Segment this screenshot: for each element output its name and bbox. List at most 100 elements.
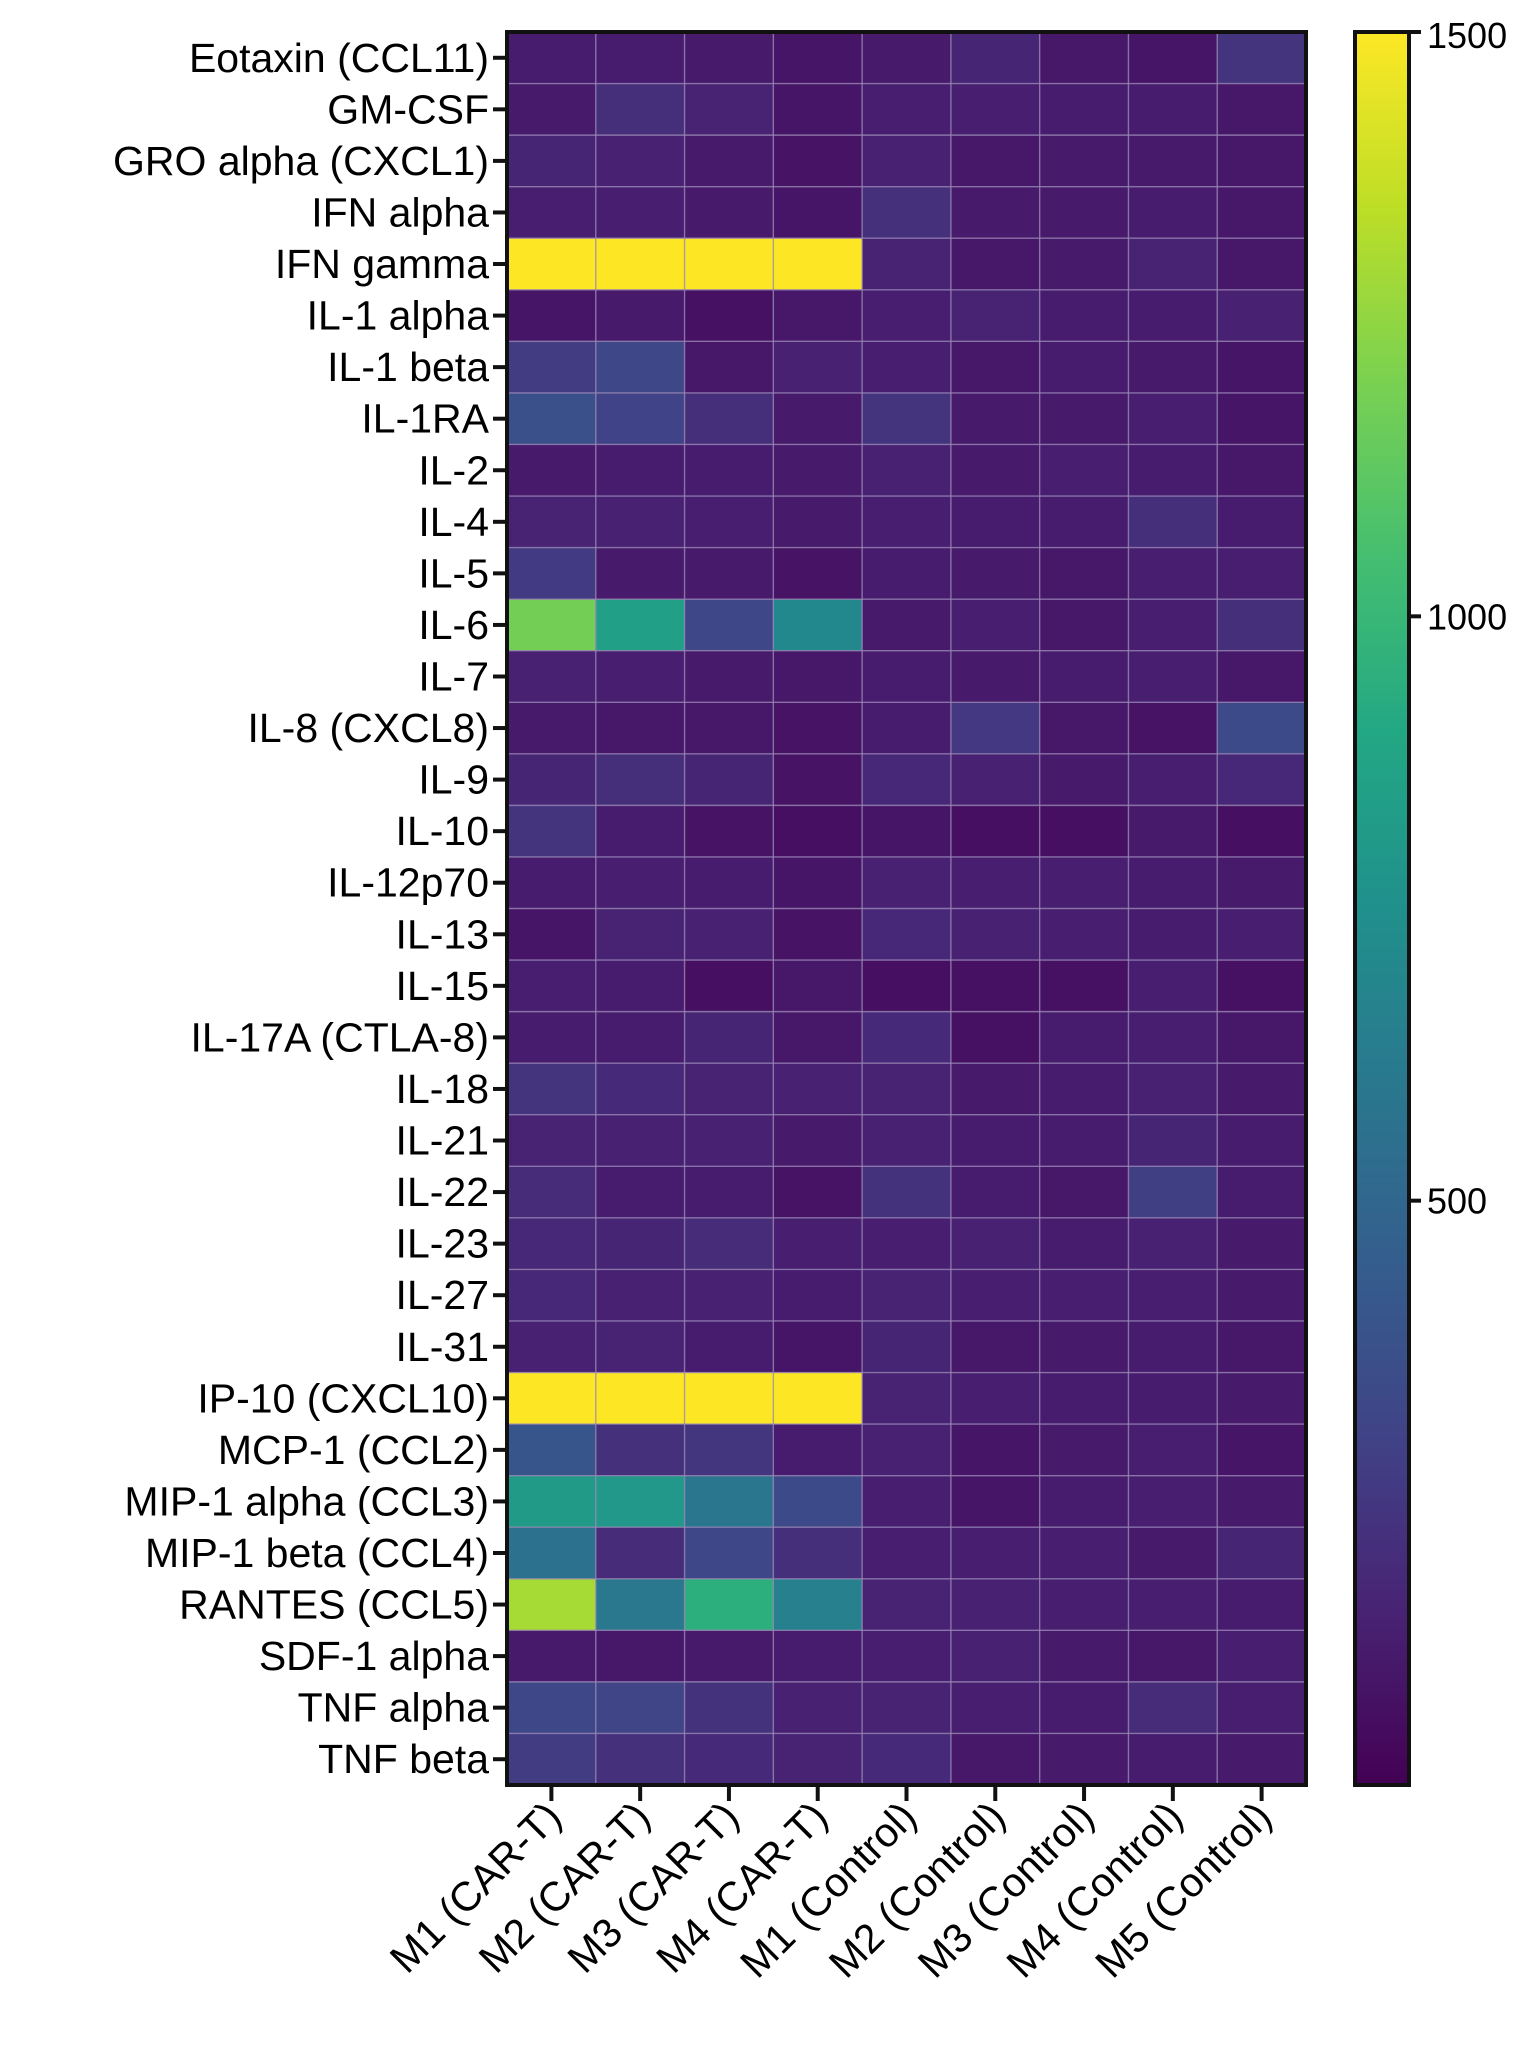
heatmap-cell	[1128, 650, 1218, 703]
heatmap-cell	[1039, 1475, 1130, 1528]
heatmap-cell	[1128, 1475, 1218, 1528]
row-label: IL-23	[396, 1221, 489, 1267]
heatmap-cell	[1128, 1681, 1218, 1735]
heatmap-cell	[1039, 753, 1130, 806]
heatmap-cell	[1128, 289, 1218, 342]
heatmap-cell	[950, 1630, 1041, 1683]
row-label: IL-13	[396, 911, 489, 957]
heatmap-cell	[595, 1011, 686, 1064]
heatmap-cell	[507, 1269, 597, 1322]
heatmap-cell	[1217, 496, 1307, 549]
heatmap-cell	[507, 32, 597, 85]
heatmap-cell	[1039, 1269, 1130, 1322]
heatmap-cell	[950, 753, 1041, 806]
row-label: IL-1 beta	[327, 344, 489, 390]
heatmap-cell	[1128, 1063, 1218, 1116]
heatmap-cell	[773, 83, 863, 136]
row-label: IL-22	[396, 1169, 489, 1215]
row-label: TNF beta	[318, 1736, 489, 1782]
heatmap-cell	[1217, 547, 1307, 600]
heatmap-cell	[1039, 805, 1130, 858]
heatmap-cell	[773, 753, 863, 806]
heatmap-cell	[507, 444, 597, 497]
heatmap-cell	[507, 1063, 597, 1116]
heatmap-cell	[507, 599, 597, 652]
heatmap-cell	[950, 1424, 1041, 1477]
heatmap-cell	[1217, 1320, 1307, 1374]
heatmap-cell	[773, 392, 863, 446]
heatmap-cell	[507, 238, 597, 291]
heatmap-cell	[950, 702, 1041, 755]
heatmap-cell	[1128, 1578, 1218, 1631]
row-label: IL-10	[396, 808, 489, 854]
heatmap-cell	[1128, 1114, 1218, 1167]
heatmap-cell	[773, 1630, 863, 1683]
heatmap-cell	[862, 1475, 952, 1528]
heatmap-cell	[1217, 341, 1307, 394]
heatmap-cell	[862, 1424, 952, 1477]
heatmap-cell	[1217, 1733, 1307, 1786]
heatmap-cell	[862, 1011, 952, 1064]
heatmap-cell	[595, 1630, 686, 1683]
heatmap-cell	[1217, 1424, 1307, 1477]
heatmap-cell	[773, 289, 863, 342]
row-label: IL-7	[418, 653, 489, 699]
heatmap-cell	[1128, 341, 1218, 394]
heatmap-cell	[950, 1733, 1041, 1786]
heatmap-cell	[862, 1372, 952, 1425]
heatmap-cell	[684, 444, 774, 497]
column-ticks	[549, 1785, 1264, 1801]
column-labels: M1 (CAR-T)M2 (CAR-T)M3 (CAR-T)M4 (CAR-T)…	[381, 1793, 1280, 1987]
heatmap-cell	[684, 908, 774, 961]
heatmap-cell	[507, 1475, 597, 1528]
heatmap-cell	[773, 32, 863, 85]
heatmap-cell	[684, 960, 774, 1013]
heatmap-cell	[950, 805, 1041, 858]
heatmap-cell	[507, 753, 597, 806]
row-label: MCP-1 (CCL2)	[218, 1427, 489, 1473]
heatmap-cell	[1217, 392, 1307, 446]
heatmap-cell	[773, 1475, 863, 1528]
heatmap-cell	[862, 83, 952, 136]
heatmap-cell	[1217, 960, 1307, 1013]
heatmap-cell	[862, 1527, 952, 1580]
heatmap-cell	[1128, 496, 1218, 549]
row-label: IFN alpha	[311, 189, 489, 235]
heatmap-cell	[1128, 1630, 1218, 1683]
heatmap-cell	[684, 856, 774, 910]
heatmap-cell	[773, 960, 863, 1013]
row-ticks	[493, 55, 507, 1762]
heatmap-cell	[950, 1578, 1041, 1631]
heatmap-cell	[950, 908, 1041, 961]
heatmap-cell	[1039, 1630, 1130, 1683]
heatmap-cell	[773, 1372, 863, 1425]
heatmap-cell	[773, 1320, 863, 1374]
heatmap-cell	[1039, 1733, 1130, 1786]
heatmap-cell	[1217, 702, 1307, 755]
heatmap-cell	[1217, 856, 1307, 910]
heatmap-cell	[773, 1578, 863, 1631]
heatmap-cell	[1128, 186, 1218, 239]
heatmap-cell	[1128, 1527, 1218, 1580]
row-label: IL-4	[418, 499, 489, 545]
heatmap-cell	[1217, 238, 1307, 291]
heatmap-cell	[950, 496, 1041, 549]
heatmap-cell	[1217, 1527, 1307, 1580]
row-label: IL-17A (CTLA-8)	[191, 1014, 490, 1060]
heatmap-cell	[1039, 650, 1130, 703]
heatmap-cell	[595, 444, 686, 497]
heatmap-cell	[1039, 1217, 1130, 1271]
heatmap-cell	[950, 444, 1041, 497]
heatmap-cell	[684, 1114, 774, 1167]
heatmap-cell	[1128, 1320, 1218, 1374]
heatmap-cell	[862, 1630, 952, 1683]
heatmap-cell	[595, 135, 686, 188]
heatmap-cell	[595, 1063, 686, 1116]
row-label: Eotaxin (CCL11)	[189, 35, 489, 81]
heatmap-cell	[684, 805, 774, 858]
heatmap-cell	[773, 599, 863, 652]
heatmap-cell	[862, 1114, 952, 1167]
heatmap-cell	[1128, 908, 1218, 961]
heatmap-cell	[862, 599, 952, 652]
heatmap-cell	[1128, 444, 1218, 497]
